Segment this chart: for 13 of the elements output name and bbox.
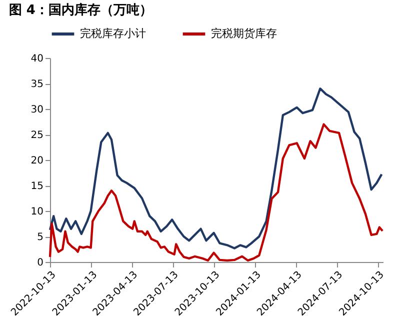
y-tick-label: 35	[30, 79, 44, 90]
line-series	[48, 88, 383, 250]
legend-label: 完税期货库存	[211, 27, 277, 40]
y-tick-label: 5	[37, 232, 44, 243]
y-tick-label: 20	[30, 156, 44, 166]
y-tick-label: 30	[30, 104, 44, 116]
y-tick-label: 15	[30, 181, 44, 192]
y-tick-label: 10	[30, 206, 44, 218]
y-tick-label: 0	[37, 258, 44, 268]
y-tick-label: 25	[30, 130, 44, 141]
chart-title: 图 4：国内库存（万吨）	[8, 2, 152, 18]
legend-label: 完税库存小计	[80, 27, 146, 40]
y-tick-label: 40	[30, 54, 44, 64]
